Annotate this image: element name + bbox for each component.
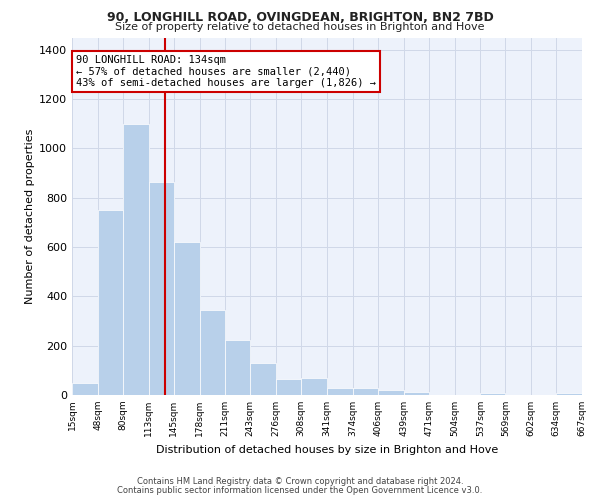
Bar — [378, 390, 404, 395]
Text: Contains public sector information licensed under the Open Government Licence v3: Contains public sector information licen… — [118, 486, 482, 495]
Bar — [327, 388, 353, 395]
Bar — [404, 392, 428, 395]
Bar — [98, 210, 123, 395]
Bar — [72, 382, 98, 395]
Bar — [556, 392, 582, 395]
Bar — [149, 182, 173, 395]
Bar — [276, 379, 301, 395]
Text: Contains HM Land Registry data © Crown copyright and database right 2024.: Contains HM Land Registry data © Crown c… — [137, 477, 463, 486]
Bar — [353, 388, 378, 395]
Bar — [173, 242, 199, 395]
X-axis label: Distribution of detached houses by size in Brighton and Hove: Distribution of detached houses by size … — [156, 444, 498, 454]
Bar — [301, 378, 327, 395]
Bar — [123, 124, 149, 395]
Bar — [481, 392, 505, 395]
Bar — [250, 363, 276, 395]
Text: 90, LONGHILL ROAD, OVINGDEAN, BRIGHTON, BN2 7BD: 90, LONGHILL ROAD, OVINGDEAN, BRIGHTON, … — [107, 11, 493, 24]
Bar — [226, 340, 250, 395]
Text: Size of property relative to detached houses in Brighton and Hove: Size of property relative to detached ho… — [115, 22, 485, 32]
Bar — [199, 310, 226, 395]
Y-axis label: Number of detached properties: Number of detached properties — [25, 128, 35, 304]
Text: 90 LONGHILL ROAD: 134sqm
← 57% of detached houses are smaller (2,440)
43% of sem: 90 LONGHILL ROAD: 134sqm ← 57% of detach… — [76, 55, 376, 88]
